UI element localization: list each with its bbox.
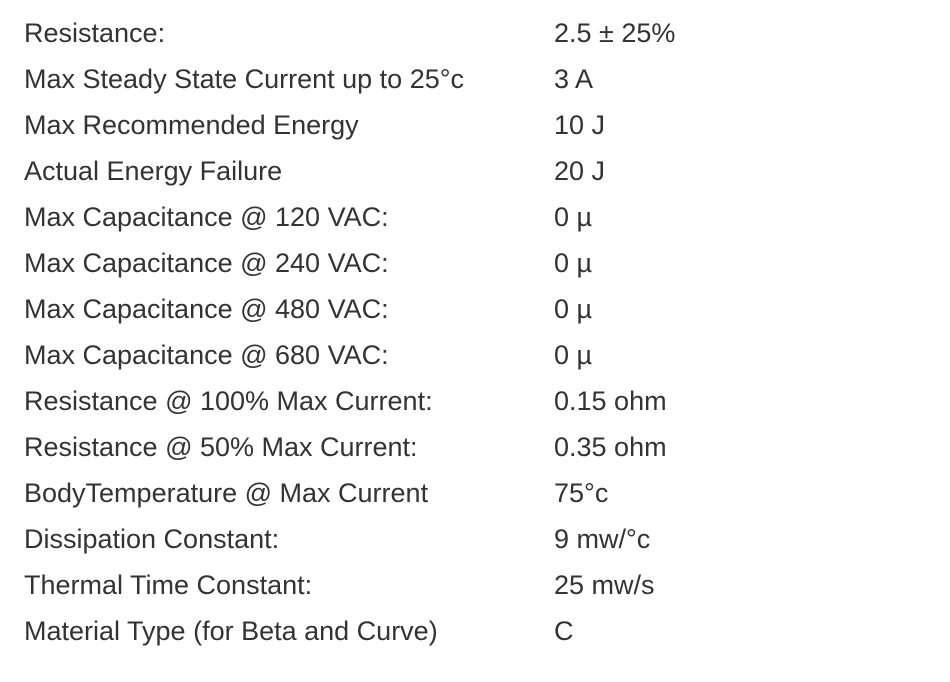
spec-label: Thermal Time Constant: xyxy=(24,572,554,599)
spec-value: 2.5 ± 25% xyxy=(554,20,926,47)
spec-label: Actual Energy Failure xyxy=(24,158,554,185)
spec-value: 0 µ xyxy=(554,296,926,323)
spec-label: Max Steady State Current up to 25°c xyxy=(24,66,554,93)
spec-value: 9 mw/°c xyxy=(554,526,926,553)
spec-value: 0.35 ohm xyxy=(554,434,926,461)
spec-label: Material Type (for Beta and Curve) xyxy=(24,618,554,645)
spec-value: 0 µ xyxy=(554,250,926,277)
spec-label: Resistance @ 100% Max Current: xyxy=(24,388,554,415)
spec-label: BodyTemperature @ Max Current xyxy=(24,480,554,507)
spec-value: 75°c xyxy=(554,480,926,507)
spec-label: Resistance: xyxy=(24,20,554,47)
spec-label: Max Capacitance @ 480 VAC: xyxy=(24,296,554,323)
spec-value: 10 J xyxy=(554,112,926,139)
spec-label: Max Capacitance @ 680 VAC: xyxy=(24,342,554,369)
spec-value: 20 J xyxy=(554,158,926,185)
spec-table: Resistance: 2.5 ± 25% Max Steady State C… xyxy=(24,20,926,645)
spec-label: Resistance @ 50% Max Current: xyxy=(24,434,554,461)
spec-label: Max Capacitance @ 240 VAC: xyxy=(24,250,554,277)
spec-value: 0 µ xyxy=(554,204,926,231)
spec-label: Max Capacitance @ 120 VAC: xyxy=(24,204,554,231)
spec-value: 0 µ xyxy=(554,342,926,369)
spec-value: 25 mw/s xyxy=(554,572,926,599)
spec-value: C xyxy=(554,618,926,645)
spec-label: Max Recommended Energy xyxy=(24,112,554,139)
spec-value: 3 A xyxy=(554,66,926,93)
spec-label: Dissipation Constant: xyxy=(24,526,554,553)
spec-value: 0.15 ohm xyxy=(554,388,926,415)
